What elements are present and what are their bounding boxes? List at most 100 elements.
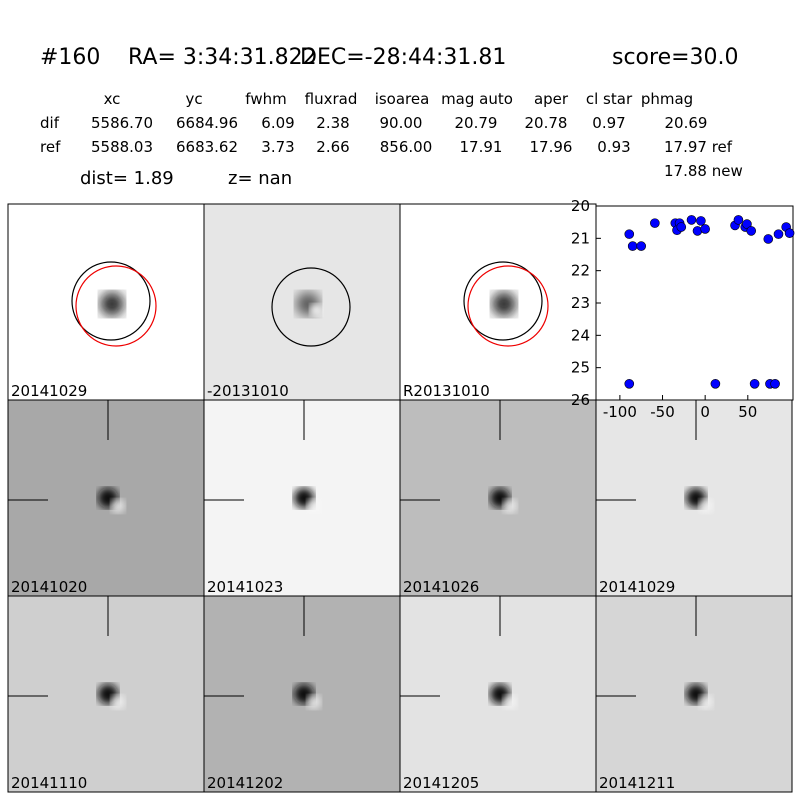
candidate-id: #160 bbox=[40, 45, 100, 70]
cutout-label: R20131010 bbox=[403, 382, 490, 400]
residual bbox=[111, 695, 125, 709]
y-tick-label: 21 bbox=[571, 229, 590, 247]
cell: 856.00 bbox=[380, 138, 433, 156]
column-header: fluxrad bbox=[305, 90, 358, 108]
y-tick-label: 24 bbox=[571, 326, 590, 344]
dec: DEC=-28:44:31.81 bbox=[300, 45, 506, 70]
cell: 6684.96 bbox=[176, 114, 238, 132]
point bbox=[733, 215, 744, 225]
point bbox=[700, 224, 710, 234]
residual bbox=[310, 304, 322, 316]
row-label: ref bbox=[40, 138, 61, 156]
column-header: phmag bbox=[641, 90, 693, 108]
cutout-label: 20141211 bbox=[599, 774, 675, 792]
point bbox=[784, 228, 795, 238]
residual bbox=[307, 499, 321, 513]
x-tick-label: 50 bbox=[738, 403, 757, 421]
point bbox=[742, 219, 752, 229]
cell: 2.38 bbox=[316, 114, 349, 132]
point bbox=[686, 215, 697, 225]
y-tick-label: 25 bbox=[571, 359, 590, 377]
column-header: cl star bbox=[586, 90, 633, 108]
cutout-label: 20141023 bbox=[207, 578, 283, 596]
y-tick-label: 22 bbox=[571, 262, 590, 280]
aperture-ref bbox=[467, 265, 549, 347]
point bbox=[763, 234, 774, 244]
cell: 5586.70 bbox=[91, 114, 153, 132]
residual bbox=[307, 695, 321, 709]
residual bbox=[503, 499, 517, 513]
cutout: 20141211 bbox=[595, 595, 793, 793]
cutout-label: 20141026 bbox=[403, 578, 479, 596]
cell: 17.88 new bbox=[664, 162, 743, 180]
aperture bbox=[271, 267, 351, 347]
column-header: xc bbox=[104, 90, 121, 108]
column-header: fwhm bbox=[245, 90, 286, 108]
cell: 20.79 bbox=[455, 114, 498, 132]
cutout: 20141023 bbox=[203, 399, 401, 597]
aperture bbox=[71, 261, 151, 341]
cutout-frame bbox=[595, 595, 793, 793]
cutout-label: 20141202 bbox=[207, 774, 283, 792]
point bbox=[636, 241, 646, 251]
point bbox=[773, 229, 784, 239]
cutout-label: 20141029 bbox=[599, 578, 675, 596]
cutout-label: 20141020 bbox=[11, 578, 87, 596]
cell: 90.00 bbox=[380, 114, 423, 132]
column-header: aper bbox=[534, 90, 569, 108]
point bbox=[650, 218, 660, 228]
score: score=30.0 bbox=[612, 45, 739, 70]
point bbox=[710, 379, 721, 389]
cutout: -20131010 bbox=[203, 203, 401, 401]
x-tick-label: 0 bbox=[700, 403, 710, 421]
cutout: 20141026 bbox=[399, 399, 597, 597]
cutout: 20141029 bbox=[7, 203, 205, 401]
cutout: 20141020 bbox=[7, 399, 205, 597]
row-label: dif bbox=[40, 114, 60, 132]
cell: 6683.62 bbox=[176, 138, 238, 156]
residual bbox=[111, 499, 125, 513]
point bbox=[746, 226, 757, 236]
point bbox=[749, 379, 760, 389]
cell: 17.97 ref bbox=[664, 138, 733, 156]
cutout-label: 20141029 bbox=[11, 382, 87, 400]
cutout: R20131010 bbox=[399, 203, 597, 401]
point bbox=[770, 379, 780, 389]
cutout: 20141029 bbox=[595, 399, 793, 597]
point bbox=[624, 379, 635, 389]
point bbox=[627, 241, 638, 251]
y-tick-label: 20 bbox=[571, 197, 590, 215]
cell: 20.69 bbox=[665, 114, 708, 132]
y-tick-label: 26 bbox=[571, 391, 590, 409]
cell: 3.73 bbox=[261, 138, 294, 156]
z: z= nan bbox=[228, 168, 292, 189]
point bbox=[624, 229, 635, 239]
aperture-ref bbox=[75, 265, 157, 347]
dist: dist= 1.89 bbox=[80, 168, 174, 189]
cutout-label: 20141110 bbox=[11, 774, 87, 792]
residual bbox=[699, 695, 713, 709]
cell: 6.09 bbox=[261, 114, 294, 132]
cutout: 20141202 bbox=[203, 595, 401, 793]
cutout: 20141110 bbox=[7, 595, 205, 793]
residual bbox=[699, 499, 713, 513]
cell: 5588.03 bbox=[91, 138, 153, 156]
x-tick-label: -50 bbox=[650, 403, 675, 421]
point bbox=[676, 222, 687, 232]
column-header: yc bbox=[185, 90, 202, 108]
x-tick-label: -100 bbox=[603, 403, 637, 421]
point bbox=[696, 216, 706, 226]
ra: RA= 3:34:31.822 bbox=[128, 45, 317, 70]
y-tick-label: 23 bbox=[571, 294, 590, 312]
cell: 2.66 bbox=[316, 138, 349, 156]
cutout: 20141205 bbox=[399, 595, 597, 793]
cell: 17.96 bbox=[530, 138, 573, 156]
cell: 17.91 bbox=[460, 138, 503, 156]
cutout-label: 20141205 bbox=[403, 774, 479, 792]
column-header: isoarea bbox=[375, 90, 430, 108]
column-header: mag auto bbox=[441, 90, 513, 108]
cell: 20.78 bbox=[525, 114, 568, 132]
residual bbox=[503, 695, 517, 709]
cell: 0.93 bbox=[597, 138, 630, 156]
